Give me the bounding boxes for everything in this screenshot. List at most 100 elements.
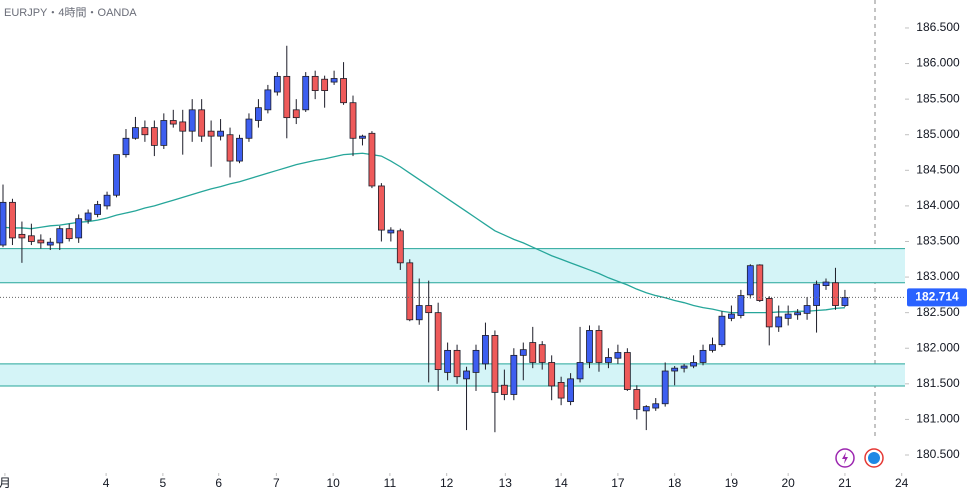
candle-body	[548, 362, 556, 387]
candle-body	[330, 78, 338, 83]
candle-body	[737, 295, 745, 316]
candle-body	[746, 265, 754, 296]
y-tick-label: 184.000	[916, 198, 960, 212]
candle-body	[396, 230, 404, 264]
candle-body	[832, 282, 839, 306]
candle-body	[434, 312, 442, 370]
candle-body	[207, 130, 215, 137]
y-tick-label: 185.500	[916, 91, 960, 105]
candle-body	[359, 135, 366, 139]
candle-body	[756, 264, 764, 301]
candle-body	[444, 349, 452, 373]
candle-body	[822, 281, 830, 287]
x-tick-label: 月	[0, 476, 11, 490]
y-tick-label: 181.000	[916, 412, 960, 426]
candle-body	[463, 370, 470, 380]
candle-body	[302, 75, 310, 111]
y-tick-label: 180.500	[916, 447, 960, 461]
x-tick-label: 17	[611, 476, 625, 490]
candle-body	[775, 316, 783, 328]
y-tick-label: 184.500	[916, 162, 960, 176]
candle-body	[557, 381, 565, 399]
candle-body	[642, 406, 650, 412]
x-tick-label: 12	[440, 476, 454, 490]
candle-body	[728, 313, 735, 319]
candle-body	[529, 342, 537, 363]
candle-body	[794, 312, 802, 316]
candle-body	[217, 130, 224, 137]
last-price-tag	[907, 288, 967, 307]
y-tick-label: 186.000	[916, 56, 960, 70]
candle-body	[198, 109, 206, 137]
zone	[0, 248, 905, 283]
x-tick-label: 7	[273, 476, 280, 490]
candle-body	[113, 154, 120, 196]
candle-body	[273, 75, 281, 93]
x-tick-label: 5	[160, 476, 167, 490]
candle-body	[472, 349, 480, 373]
candle-body	[784, 313, 792, 319]
y-tick-label: 185.000	[916, 127, 960, 141]
x-tick-label: 24	[895, 476, 909, 490]
y-tick-label: 183.000	[916, 269, 960, 283]
candle-body	[56, 228, 64, 244]
candle-body	[226, 134, 234, 162]
y-tick-label: 182.500	[916, 305, 960, 319]
candle-body	[623, 352, 631, 390]
candle-body	[84, 212, 92, 221]
candle-body	[680, 365, 688, 369]
candle-body	[283, 75, 291, 119]
moving-average	[2, 152, 845, 314]
candle-body	[245, 118, 253, 139]
candle-body	[406, 262, 414, 321]
x-tick-label: 21	[838, 476, 852, 490]
candle-body	[255, 107, 262, 121]
candle-body	[179, 121, 187, 132]
event-glyph	[868, 452, 880, 464]
candle-body	[415, 305, 423, 321]
x-tick-label: 10	[326, 476, 340, 490]
candle-body	[595, 330, 603, 363]
candle-body	[160, 120, 168, 146]
candle-body	[0, 201, 7, 246]
candle-body	[349, 102, 357, 139]
flash-glyph	[842, 452, 848, 464]
candle-body	[453, 349, 461, 378]
x-tick-label: 11	[384, 476, 397, 490]
candle-body	[614, 352, 622, 359]
candle-body	[482, 335, 489, 365]
candle-body	[122, 137, 130, 156]
candle-body	[27, 235, 35, 242]
x-tick-label: 13	[499, 476, 513, 490]
event-icons[interactable]	[835, 448, 884, 468]
candle-body	[188, 109, 196, 132]
x-tick-label: 14	[554, 476, 568, 490]
candle-body	[709, 344, 716, 351]
candle-body	[368, 132, 376, 187]
candle-body	[519, 349, 527, 356]
candle-body	[538, 344, 546, 363]
candle-body	[671, 367, 679, 372]
candle-body	[576, 362, 584, 380]
candle-body	[652, 403, 660, 409]
y-tick-label: 186.500	[916, 20, 960, 34]
candle-body	[699, 349, 707, 363]
x-tick-label: 6	[215, 476, 222, 490]
candle-body	[236, 137, 243, 162]
candle-body	[765, 298, 773, 328]
candle-body	[813, 283, 820, 306]
candle-body	[75, 218, 83, 239]
y-tick-label: 181.500	[916, 376, 960, 390]
candle-body	[169, 120, 177, 125]
candle-body	[387, 229, 395, 234]
candle-body	[94, 204, 101, 215]
zone	[0, 363, 905, 386]
candle-body	[377, 185, 385, 231]
candle-body	[292, 109, 300, 119]
candle-body	[65, 228, 73, 240]
candle-body	[150, 127, 158, 146]
candle-body	[605, 357, 612, 363]
last-price-label: 182.714	[915, 290, 959, 304]
candle-body	[841, 297, 849, 306]
candle-body	[633, 389, 641, 410]
